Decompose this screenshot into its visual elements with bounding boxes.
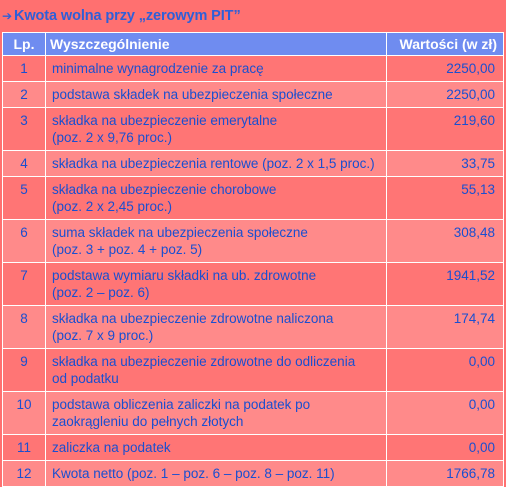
row-description: minimalne wynagrodzenie za pracę [45,55,387,82]
row-description: składka na ubezpieczenia rentowe (poz. 2… [45,150,387,177]
row-description: suma składek na ubezpieczenia społeczne (… [45,219,387,263]
description-line: składka na ubezpieczenie chorobowe [52,182,277,197]
row-number: 8 [2,305,46,349]
description-line: składka na ubezpieczenie zdrowotne nalic… [52,311,334,326]
table-row: 10 podstawa obliczenia zaliczki na podate… [2,391,504,435]
table-row: 4 składka na ubezpieczenia rentowe (poz. … [2,150,504,177]
row-number: 4 [2,150,46,177]
description-line: podstawa obliczenia zaliczki na podatek … [52,397,311,412]
row-value: 219,60 [386,107,504,151]
row-value: 0,00 [386,348,504,392]
row-value: 55,13 [386,176,504,220]
description-line: zaliczka na podatek [52,440,171,455]
row-description: zaliczka na podatek [45,434,387,461]
table-row: 9 składka na ubezpieczenie zdrowotne do o… [2,348,504,392]
description-line: składka na ubezpieczenie zdrowotne do od… [52,354,356,369]
table-header-row: Lp. Wyszczególnienie Wartości (w zł) [2,32,504,56]
row-description: składka na ubezpieczenie chorobowe (poz. … [45,176,387,220]
row-value: 2250,00 [386,81,504,108]
table-row: 3 składka na ubezpieczenie emerytalne (poz… [2,107,504,151]
table-row: 7 podstawa wymiaru składki na ub. zdrowot… [2,262,504,306]
row-description: podstawa obliczenia zaliczki na podatek … [45,391,387,435]
description-line: składka na ubezpieczenia rentowe (poz. 2… [52,156,375,171]
table-row: 5 składka na ubezpieczenie chorobowe (poz.… [2,176,504,220]
row-description: składka na ubezpieczenie zdrowotne do od… [45,348,387,392]
description-line: suma składek na ubezpieczenia społeczne [52,225,308,240]
table-row: 6 suma składek na ubezpieczenia społeczne… [2,219,504,263]
table-row: 1 minimalne wynagrodzenie za pracę 2250,00 [2,55,504,82]
row-number: 6 [2,219,46,263]
row-number: 1 [2,55,46,82]
table-row: 2 podstawa składek na ubezpieczenia społe… [2,81,504,108]
row-number: 2 [2,81,46,108]
row-value: 308,48 [386,219,504,263]
description-line: (poz. 2 x 9,76 proc.) [52,130,173,145]
description-line: (poz. 3 + poz. 4 + poz. 5) [52,242,203,257]
description-line: podstawa wymiaru składki na ub. zdrowotn… [52,268,317,283]
header-lp: Lp. [2,32,46,56]
row-number: 7 [2,262,46,306]
header-value: Wartości (w zł) [386,32,504,56]
row-description: podstawa składek na ubezpieczenia społec… [45,81,387,108]
description-line: zaokrągleniu do pełnych złotych [52,414,244,429]
description-line: (poz. 2 x 2,45 proc.) [52,199,173,214]
row-value: 0,00 [386,434,504,461]
table-row: 11 zaliczka na podatek 0,00 [2,434,504,461]
row-value: 1941,52 [386,262,504,306]
row-value: 2250,00 [386,55,504,82]
row-number: 9 [2,348,46,392]
row-number: 10 [2,391,46,435]
table-title: ➔ Kwota wolna przy „zerowym PIT” [2,4,241,28]
table-row: 8 składka na ubezpieczenie zdrowotne nali… [2,305,504,349]
row-description: składka na ubezpieczenie emerytalne (poz.… [45,107,387,151]
title-text: Kwota wolna przy „zerowym PIT” [13,8,241,24]
description-line: składka na ubezpieczenie emerytalne [52,113,278,128]
contribution-table: Lp. Wyszczególnienie Wartości (w zł) 1 mi… [2,32,504,487]
row-description: podstawa wymiaru składki na ub. zdrowotn… [45,262,387,306]
description-line: minimalne wynagrodzenie za pracę [52,61,264,76]
description-line: (poz. 7 x 9 proc.) [52,328,154,343]
row-value: 33,75 [386,150,504,177]
description-line: od podatku [52,371,119,386]
row-description: składka na ubezpieczenie zdrowotne nalic… [45,305,387,349]
row-number: 3 [2,107,46,151]
header-description: Wyszczególnienie [45,32,387,56]
description-line: Kwota netto (poz. 1 – poz. 6 – poz. 8 – … [52,466,335,481]
row-value: 0,00 [386,391,504,435]
row-number: 5 [2,176,46,220]
description-line: (poz. 2 – poz. 6) [52,285,150,300]
arrow-icon: ➔ [2,9,12,23]
row-value: 174,74 [386,305,504,349]
row-number: 11 [2,434,46,461]
description-line: podstawa składek na ubezpieczenia społec… [52,87,333,102]
